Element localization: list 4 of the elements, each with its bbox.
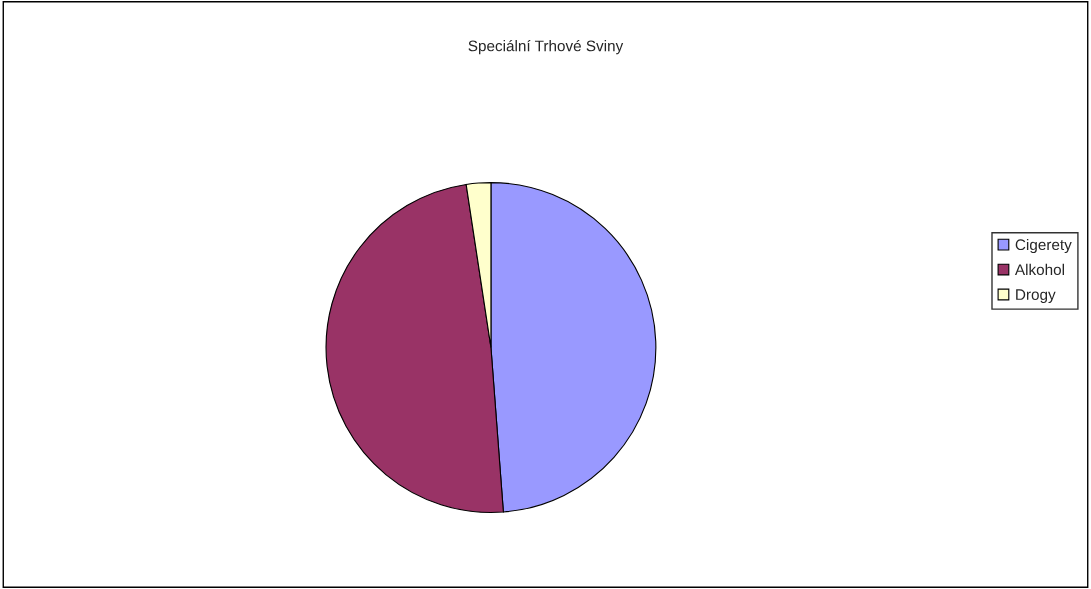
legend-label: Drogy [1016, 289, 1056, 303]
legend-label: Alkohol [1014, 263, 1064, 276]
legend-label: Cigerety [1015, 238, 1072, 254]
chart-title: Speciální Trhové Sviny [468, 39, 624, 55]
